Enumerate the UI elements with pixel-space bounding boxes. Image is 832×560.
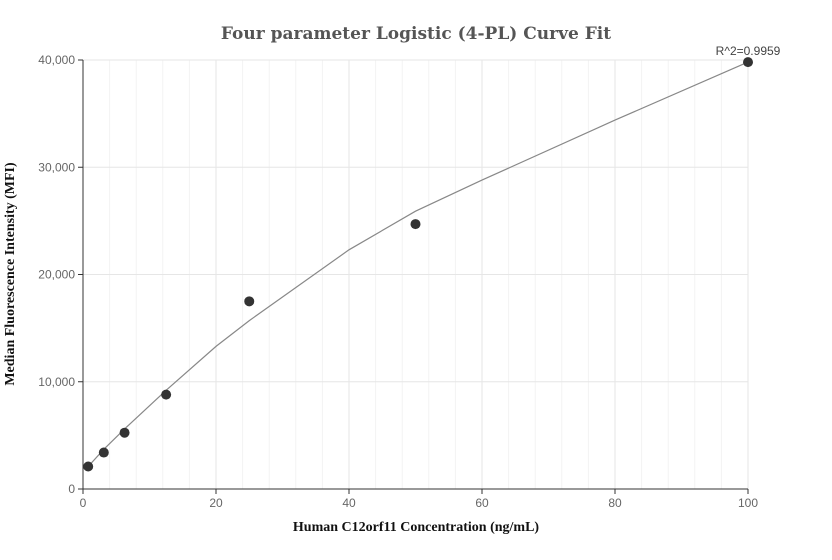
- x-axis-label: Human C12orf11 Concentration (ng/mL): [293, 520, 540, 535]
- r-squared-annotation: R^2=0.9959: [716, 44, 781, 58]
- x-tick-label: 0: [80, 496, 87, 510]
- x-tick-label: 60: [475, 496, 489, 510]
- data-point: [119, 427, 130, 438]
- x-tick-label: 80: [608, 496, 622, 510]
- y-ticks: 0 10,000 20,000 30,000 40,000: [38, 53, 83, 496]
- y-tick-label: 40,000: [38, 53, 75, 67]
- data-point: [161, 389, 172, 400]
- x-ticks: 0 20 40 60 80 100: [80, 489, 758, 510]
- data-point: [83, 461, 94, 472]
- y-tick-label: 0: [68, 482, 75, 496]
- data-points: [83, 57, 753, 472]
- data-point: [410, 219, 421, 230]
- x-tick-label: 100: [738, 496, 758, 510]
- data-point: [244, 296, 255, 307]
- data-point: [743, 57, 753, 68]
- major-grid: [82, 59, 749, 490]
- data-point: [98, 447, 109, 458]
- x-tick-label: 20: [209, 496, 223, 510]
- y-tick-label: 30,000: [38, 160, 75, 174]
- y-tick-label: 10,000: [38, 375, 75, 389]
- y-tick-label: 20,000: [38, 268, 75, 282]
- y-axis-label: Median Fluorescence Intensity (MFI): [3, 162, 18, 386]
- fit-curve: [87, 61, 749, 467]
- x-tick-label: 40: [342, 496, 356, 510]
- chart-title: Four parameter Logistic (4-PL) Curve Fit: [221, 24, 611, 44]
